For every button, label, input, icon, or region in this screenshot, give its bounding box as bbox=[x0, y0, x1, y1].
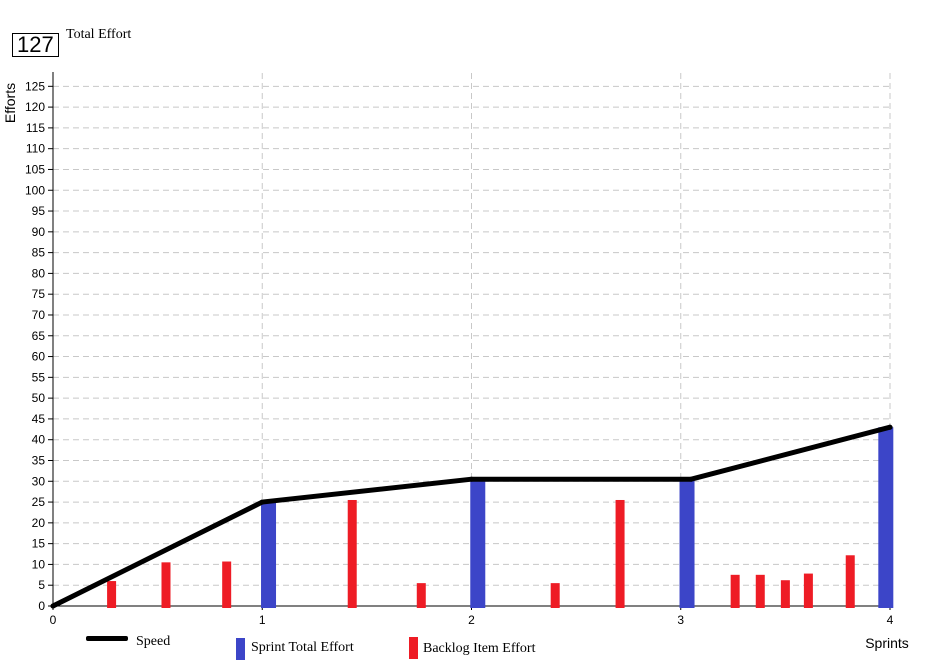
y-tick-label: 75 bbox=[32, 287, 46, 301]
backlog-item-legend-swatch bbox=[409, 637, 418, 659]
x-tick-label: 4 bbox=[887, 613, 894, 627]
sprint-total-bar bbox=[261, 502, 277, 608]
sprint-total-bar bbox=[470, 479, 486, 608]
backlog-item-bar bbox=[615, 499, 625, 608]
backlog-item-bar bbox=[107, 581, 117, 608]
sprint-total-bar bbox=[878, 427, 894, 608]
y-tick-label: 50 bbox=[32, 391, 46, 405]
y-axis-label: Efforts bbox=[2, 83, 18, 123]
y-tick-label: 80 bbox=[32, 266, 46, 280]
x-tick-label: 2 bbox=[468, 613, 475, 627]
total-effort-value: 127 bbox=[12, 33, 59, 57]
backlog-item-bar bbox=[845, 555, 855, 608]
backlog-item-bar bbox=[803, 573, 813, 608]
y-tick-label: 110 bbox=[26, 142, 45, 156]
speed-point bbox=[887, 424, 893, 430]
x-tick-label: 3 bbox=[677, 613, 684, 627]
backlog-item-bar bbox=[222, 561, 232, 608]
y-tick-label: 30 bbox=[32, 474, 46, 488]
y-tick-label: 120 bbox=[25, 100, 45, 114]
x-tick-label: 1 bbox=[259, 613, 266, 627]
speed-line-layer bbox=[50, 424, 893, 609]
y-tick-label: 125 bbox=[25, 79, 45, 93]
sprint-total-bar bbox=[679, 479, 695, 608]
backlog-item-bar bbox=[550, 583, 560, 608]
y-tick-label: 40 bbox=[32, 433, 46, 447]
y-tick-label: 35 bbox=[32, 453, 46, 467]
backlog-item-bar bbox=[347, 499, 357, 608]
y-tick-label: 5 bbox=[38, 578, 45, 592]
y-tick-label: 0 bbox=[38, 599, 45, 613]
y-tick-label: 10 bbox=[32, 557, 46, 571]
y-tick-label: 95 bbox=[32, 204, 46, 218]
sprint-total-legend-label: Sprint Total Effort bbox=[251, 640, 354, 655]
y-tick-label: 15 bbox=[32, 537, 46, 551]
backlog-item-legend-label: Backlog Item Effort bbox=[423, 641, 536, 656]
x-axis-label: Sprints bbox=[865, 635, 909, 651]
y-tick-label: 20 bbox=[32, 516, 46, 530]
y-tick-label: 90 bbox=[32, 225, 46, 239]
bars bbox=[107, 427, 894, 608]
speed-point bbox=[50, 603, 56, 609]
y-tick-label: 115 bbox=[26, 121, 45, 135]
y-tick-label: 65 bbox=[32, 329, 46, 343]
backlog-item-bar bbox=[161, 562, 171, 608]
backlog-item-bar bbox=[416, 583, 426, 608]
speed-point bbox=[259, 499, 265, 505]
total-effort-label: Total Effort bbox=[66, 27, 132, 42]
y-tick-label: 25 bbox=[32, 495, 46, 509]
sprint-total-legend-swatch bbox=[236, 638, 245, 660]
speed-legend-label: Speed bbox=[136, 634, 171, 649]
y-tick-label: 70 bbox=[32, 308, 46, 322]
y-tick-label: 100 bbox=[25, 183, 45, 197]
backlog-item-bar bbox=[755, 574, 765, 608]
y-tick-label: 85 bbox=[32, 246, 46, 260]
x-tick-label: 0 bbox=[50, 613, 57, 627]
backlog-item-bar bbox=[780, 580, 790, 608]
speed-point bbox=[469, 476, 474, 482]
y-tick-label: 60 bbox=[32, 350, 46, 364]
speed-point bbox=[688, 476, 694, 482]
y-tick-label: 105 bbox=[25, 162, 45, 176]
y-tick-label: 55 bbox=[32, 370, 46, 384]
backlog-item-bar bbox=[730, 574, 740, 608]
y-tick-label: 45 bbox=[32, 412, 46, 426]
speed-legend-swatch bbox=[86, 636, 128, 641]
